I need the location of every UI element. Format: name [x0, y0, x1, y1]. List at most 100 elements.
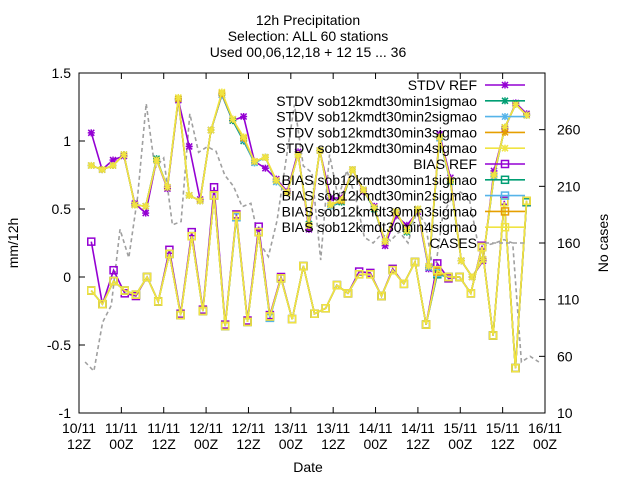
legend-entry: STDV sob12kmdt30min3sigmao: [276, 124, 525, 140]
series-point: [165, 249, 174, 259]
series-point: [87, 237, 96, 246]
y-tick-label: 1.5: [52, 65, 72, 81]
legend-marker: [501, 81, 509, 89]
series-point: [220, 321, 230, 331]
series-point: [131, 201, 139, 209]
series-point: [109, 156, 117, 164]
series-point: [287, 314, 297, 324]
series-point: [207, 126, 215, 134]
series-point: [299, 261, 308, 271]
legend-label: STDV sob12kmdt30min1sigmao: [276, 93, 477, 109]
legend-label: STDV sob12kmdt30min4sigmao: [276, 140, 477, 156]
x-tick-label: 15/11 00Z: [443, 420, 477, 452]
x-tick-label: 15/11 12Z: [486, 420, 520, 452]
axes: -1 -0.5 0 0.5 1 1.5 10 60 110 160 210 260 10/11 12Z 11…: [47, 65, 581, 452]
series-point: [283, 189, 291, 197]
series-9: [87, 191, 531, 373]
series-point: [359, 186, 367, 194]
series-point: [305, 221, 313, 229]
series-point: [348, 166, 356, 174]
series-point: [185, 191, 193, 199]
series-point: [98, 299, 107, 309]
y-tick-label: -1: [59, 405, 72, 421]
series-point: [261, 153, 269, 161]
series-point: [272, 176, 280, 184]
legend-marker: [500, 207, 510, 216]
series-point: [446, 176, 454, 184]
series-point: [512, 100, 520, 108]
series-point: [153, 297, 163, 306]
y-tick-label: 0: [63, 269, 71, 285]
y2-tick-label: 60: [557, 348, 573, 364]
series-point: [153, 156, 161, 164]
series-point: [176, 310, 185, 320]
series-point: [338, 195, 346, 204]
legend-entry: CASES: [430, 235, 525, 251]
series-point: [98, 166, 106, 174]
legend-marker: [500, 191, 510, 200]
series-point: [265, 312, 275, 321]
legend-label: BIAS sob12kmdt30min4sigmao: [282, 219, 478, 235]
series-point: [414, 205, 422, 213]
x-tick-label: 12/11 12Z: [231, 420, 265, 452]
series-point: [466, 289, 476, 298]
x-tick-label: 12/11 00Z: [189, 420, 223, 452]
legend-label: STDV sob12kmdt30min3sigmao: [276, 124, 477, 140]
series-point: [457, 257, 465, 265]
series-point: [522, 196, 531, 206]
y2-tick-label: 260: [557, 122, 581, 138]
series-point: [240, 133, 248, 141]
series-point: [444, 272, 453, 282]
legend-entry: BIAS sob12kmdt30min1sigmao: [282, 172, 525, 188]
series-cases-line: [84, 103, 540, 373]
series-point: [229, 115, 237, 123]
series-point: [174, 93, 182, 102]
series-point: [316, 146, 324, 155]
series-point: [87, 286, 96, 295]
series-point: [254, 227, 263, 237]
x-tick-label: 14/11 00Z: [359, 420, 393, 452]
series-point: [261, 164, 269, 172]
series-point: [142, 272, 152, 282]
x-tick-label: 13/11 12Z: [316, 420, 350, 452]
series-point: [243, 317, 252, 327]
series-point: [276, 274, 286, 283]
series-point: [468, 273, 476, 281]
series-point: [436, 133, 444, 141]
series-point: [187, 231, 196, 241]
series-point: [455, 272, 464, 282]
legend-entry: BIAS sob12kmdt30min4sigmao: [282, 219, 525, 235]
x-axis-label: Date: [293, 459, 323, 475]
series-point: [354, 270, 364, 279]
x-tick-label: 14/11 12Z: [401, 420, 435, 452]
series-point: [240, 112, 248, 121]
legend-marker: [500, 159, 510, 169]
series-point: [131, 290, 141, 299]
chart-subtitle-1: Selection: ALL 60 stations: [228, 28, 389, 44]
series-point: [294, 151, 302, 159]
x-tick-label: 11/11 00Z: [105, 420, 138, 452]
legend-marker: [500, 222, 510, 232]
series-point: [310, 309, 319, 318]
series-point: [163, 183, 171, 191]
series-point: [109, 265, 118, 275]
series-point: [403, 227, 411, 235]
series-point: [218, 88, 226, 96]
legend-entry: BIAS REF: [413, 156, 525, 172]
series-point: [142, 209, 150, 217]
series-point: [388, 265, 397, 275]
series-point: [87, 129, 95, 137]
y2-tick-label: 160: [557, 235, 581, 251]
series-point: [421, 320, 431, 329]
y2-tick-label: 110: [557, 292, 580, 308]
series-point: [381, 238, 389, 246]
legend-entry: BIAS sob12kmdt30min3sigmao: [282, 203, 525, 219]
series-point: [209, 182, 219, 192]
series-point: [477, 242, 487, 252]
chart-subtitle-2: Used 00,06,12,18 + 12 15 ... 36: [210, 44, 407, 60]
legend-marker: [501, 113, 509, 121]
series-4: [87, 88, 531, 281]
series-point: [410, 257, 420, 267]
